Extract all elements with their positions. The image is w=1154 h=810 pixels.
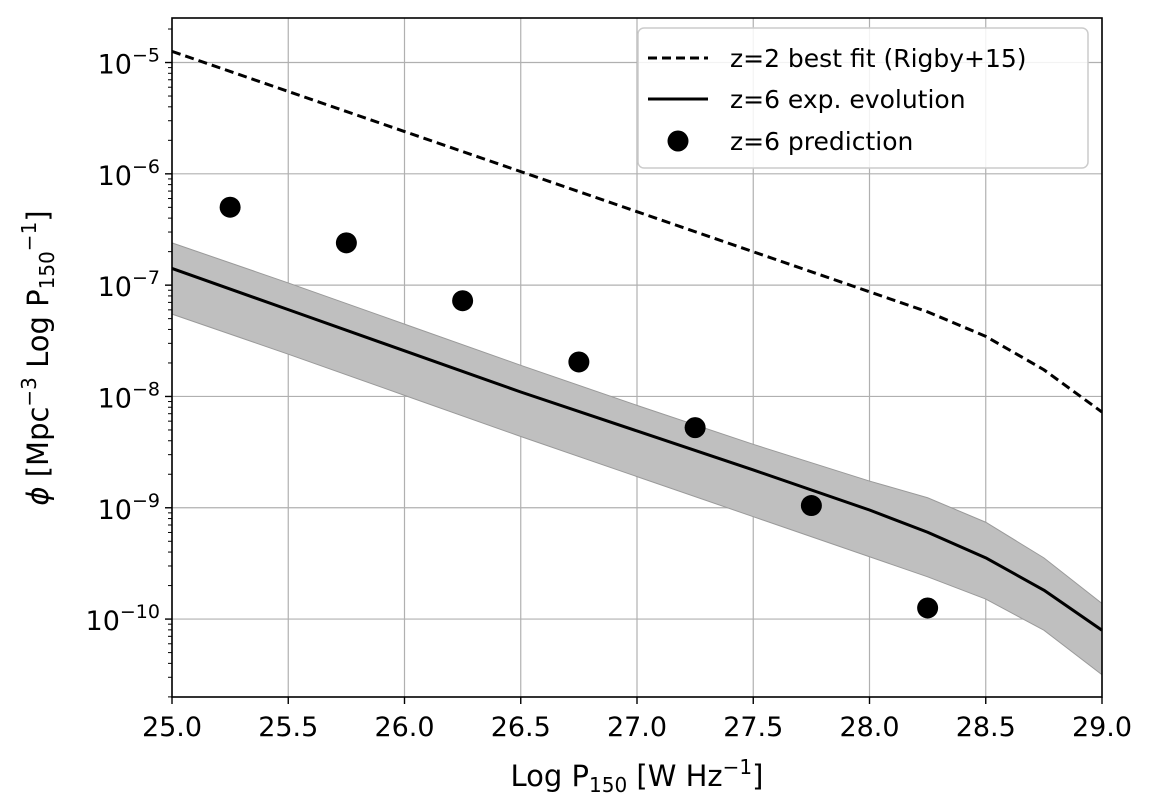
z2-best-fit-line xyxy=(171,49,1103,414)
x-tick-label: 27.5 xyxy=(723,712,783,743)
legend-label-z6-prediction: z=6 prediction xyxy=(730,127,913,156)
y-axis-label: ϕ [Mpc−3 Log P150−1] xyxy=(17,210,59,505)
x-tick-label: 29.0 xyxy=(1072,712,1132,743)
prediction-point xyxy=(335,232,357,254)
x-tick-label: 25.0 xyxy=(142,712,202,743)
x-tick-label: 28.0 xyxy=(839,712,899,743)
tick-layer xyxy=(165,28,1103,704)
x-tick-label: 26.0 xyxy=(374,712,434,743)
prediction-point xyxy=(219,196,241,218)
prediction-point xyxy=(452,290,474,312)
x-tick-label: 25.5 xyxy=(258,712,318,743)
y-tick-label: 10−8 xyxy=(98,378,160,414)
y-tick-label: 10−5 xyxy=(98,45,160,81)
y-tick-label: 10−9 xyxy=(98,490,160,526)
y-tick-label: 10−10 xyxy=(86,601,160,637)
legend-marker-swatch xyxy=(667,130,689,152)
legend: z=2 best fit (Rigby+15) z=6 exp. evoluti… xyxy=(637,27,1089,169)
prediction-point xyxy=(917,597,939,619)
legend-label-z6-evolution: z=6 exp. evolution xyxy=(730,85,966,114)
legend-label-z2: z=2 best fit (Rigby+15) xyxy=(730,44,1027,73)
x-tick-label: 28.5 xyxy=(956,712,1016,743)
prediction-point xyxy=(568,351,590,373)
x-tick-label: 27.0 xyxy=(607,712,667,743)
y-tick-labels: 10−5 10−6 10−7 10−8 10−9 10−10 xyxy=(86,45,160,638)
y-tick-label: 10−7 xyxy=(98,267,160,303)
prediction-point xyxy=(684,417,706,439)
y-tick-label: 10−6 xyxy=(98,156,160,192)
legend-box xyxy=(637,27,1089,169)
series-layer xyxy=(171,49,1103,632)
prediction-point xyxy=(800,495,822,517)
z6-evolution-line xyxy=(171,267,1103,632)
marker-layer xyxy=(219,196,939,619)
x-tick-labels: 25.0 25.5 26.0 26.5 27.0 27.5 28.0 28.5 29.0 xyxy=(142,712,1132,743)
x-tick-label: 26.5 xyxy=(491,712,551,743)
x-axis-label: Log P150 [W Hz−1] xyxy=(511,755,764,797)
